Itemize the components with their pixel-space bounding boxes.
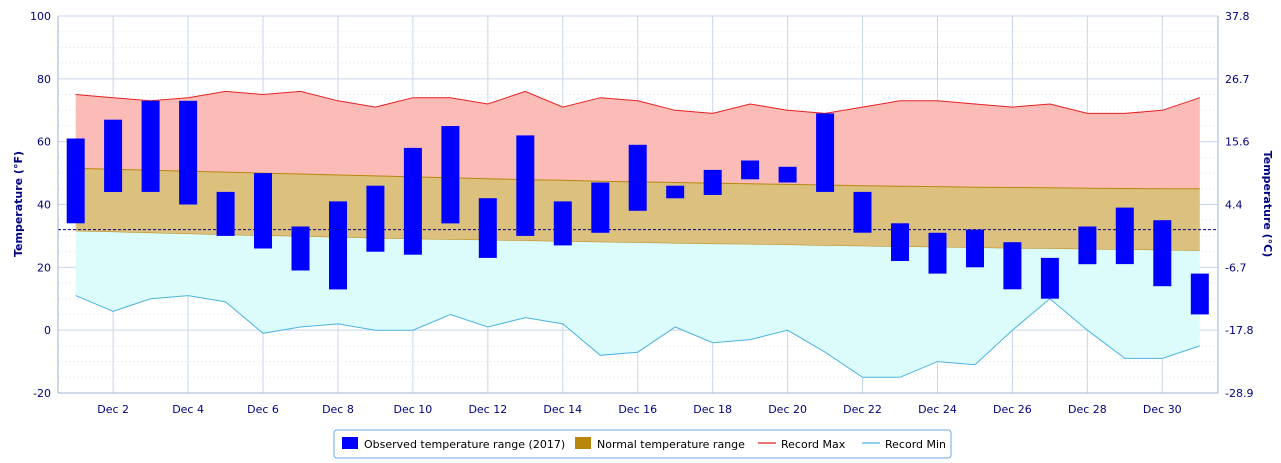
x-tick-label: Dec 8 — [322, 403, 354, 416]
record-lines — [75, 90, 1200, 378]
x-tick-label: Dec 10 — [394, 403, 433, 416]
y-tick-label-f: 40 — [37, 199, 51, 212]
observed-bar[interactable] — [441, 126, 460, 224]
y-tick-label-c: 26.7 — [1225, 73, 1250, 86]
x-tick-label: Dec 2 — [97, 403, 129, 416]
x-tick-label: Dec 30 — [1143, 403, 1182, 416]
record-low-band — [75, 231, 1200, 378]
observed-bar[interactable] — [966, 229, 984, 268]
observed-bar[interactable] — [1078, 226, 1097, 265]
legend-swatch-observed — [342, 437, 358, 449]
observed-bar[interactable] — [216, 191, 235, 236]
right-axis-title: Temperature (°C) — [1261, 151, 1274, 258]
record-min-line — [75, 295, 1200, 378]
y-tick-label-c: -17.8 — [1225, 324, 1253, 337]
x-tick-label: Dec 20 — [768, 403, 807, 416]
observed-bar[interactable] — [329, 201, 347, 290]
legend-label-observed[interactable]: Observed temperature range (2017) — [364, 438, 565, 451]
y-tick-label-f: 0 — [44, 324, 51, 337]
observed-bar[interactable] — [66, 138, 85, 224]
observed-bar[interactable] — [366, 185, 385, 252]
observed-bar[interactable] — [1003, 242, 1022, 290]
y-tick-label-f: -20 — [33, 387, 51, 400]
x-tick-label: Dec 28 — [1068, 403, 1107, 416]
y-tick-label-c: 37.8 — [1225, 10, 1250, 23]
observed-bar[interactable] — [741, 160, 760, 180]
x-tick-label: Dec 16 — [618, 403, 657, 416]
legend-label-record-max[interactable]: Record Max — [781, 438, 846, 451]
y-tick-label-f: 80 — [37, 73, 51, 86]
y-tick-label-c: -6.7 — [1225, 261, 1246, 274]
observed-bar[interactable] — [141, 100, 160, 192]
observed-bar[interactable] — [928, 232, 947, 274]
record-high-band — [75, 91, 1200, 189]
x-tick-label: Dec 12 — [468, 403, 507, 416]
y-tick-label-f: 60 — [37, 136, 51, 149]
y-tick-label-f: 100 — [30, 10, 51, 23]
observed-bar[interactable] — [553, 201, 572, 246]
observed-bar[interactable] — [591, 182, 610, 233]
observed-bar[interactable] — [403, 147, 422, 255]
observed-bar[interactable] — [104, 119, 123, 192]
observed-bar[interactable] — [291, 226, 310, 271]
observed-bar[interactable] — [628, 144, 647, 211]
observed-bar[interactable] — [1153, 220, 1172, 287]
left-axis-ticks: -20 0 20 40 60 80 100 — [30, 10, 51, 400]
record-band-lower — [75, 231, 1200, 378]
x-tick-label: Dec 26 — [993, 403, 1032, 416]
x-axis-ticks: Dec 2 Dec 4 Dec 6 Dec 8 Dec 10 Dec 12 Dec 14 De… — [97, 403, 1181, 416]
observed-bar[interactable] — [703, 169, 722, 195]
observed-bars — [66, 100, 1209, 315]
legend-label-record-min[interactable]: Record Min — [885, 438, 946, 451]
observed-bar[interactable] — [666, 185, 685, 199]
x-tick-label: Dec 4 — [172, 403, 204, 416]
x-tick-label: Dec 22 — [843, 403, 882, 416]
observed-bar[interactable] — [179, 100, 198, 205]
observed-bar[interactable] — [778, 166, 797, 183]
x-tick-label: Dec 6 — [247, 403, 279, 416]
legend-label-normal[interactable]: Normal temperature range — [597, 438, 745, 451]
legend-swatch-normal — [575, 437, 591, 449]
record-band-upper — [75, 91, 1200, 189]
legend-box — [333, 429, 952, 459]
plot-frame — [57, 16, 1219, 394]
x-tick-label: Dec 24 — [918, 403, 957, 416]
observed-bar[interactable] — [1190, 273, 1209, 315]
record-max-line — [75, 90, 1200, 114]
observed-bar[interactable] — [1115, 207, 1134, 265]
legend: Observed temperature range (2017) Normal… — [333, 429, 952, 459]
y-tick-label-c: -28.9 — [1225, 387, 1253, 400]
observed-bar[interactable] — [478, 198, 497, 258]
y-tick-label-c: 4.4 — [1225, 199, 1243, 212]
y-tick-label-f: 20 — [37, 261, 51, 274]
observed-bar[interactable] — [853, 191, 872, 233]
observed-bar[interactable] — [516, 135, 535, 236]
observed-bar[interactable] — [816, 113, 835, 192]
observed-bar[interactable] — [891, 223, 909, 261]
y-tick-label-c: 15.6 — [1225, 136, 1250, 149]
x-tick-label: Dec 18 — [693, 403, 732, 416]
left-axis-title: Temperature (°F) — [12, 151, 25, 257]
right-axis-ticks: -28.9 -17.8 -6.7 4.4 15.6 26.7 37.8 — [1225, 10, 1253, 400]
observed-bar[interactable] — [1040, 257, 1059, 299]
observed-bar[interactable] — [254, 173, 272, 249]
x-tick-label: Dec 14 — [543, 403, 582, 416]
